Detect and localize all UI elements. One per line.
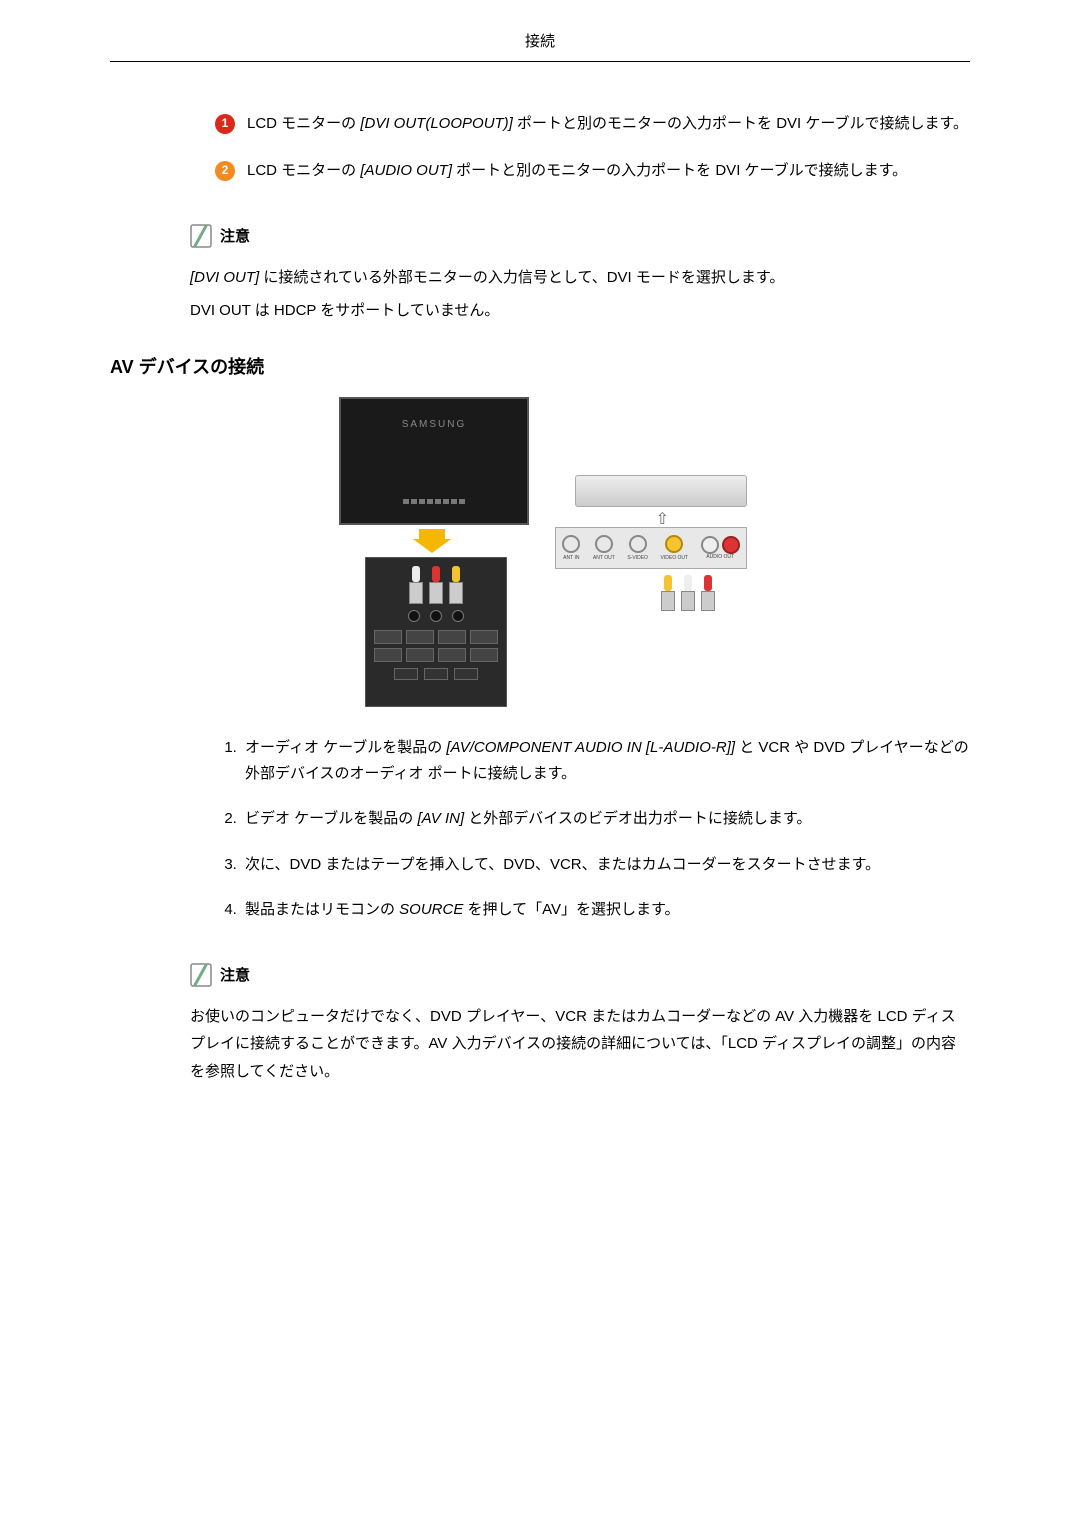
diagram-dvd-player (575, 475, 747, 507)
dvd-arrow-icon: ⇧ (656, 509, 669, 529)
diagram-port-panel: ANT IN ANT OUT S-VIDEO VIDEO OUT AUDIO O… (555, 527, 747, 569)
step-2-italic: [AV IN] (417, 810, 464, 827)
callout-2-italic: [AUDIO OUT] (360, 162, 452, 179)
steps-list: オーディオ ケーブルを製品の [AV/COMPONENT AUDIO IN [L… (215, 735, 970, 923)
step-2: ビデオ ケーブルを製品の [AV IN] と外部デバイスのビデオ出力ポートに接続… (241, 806, 970, 832)
callout-item-2: 2 LCD モニターの [AUDIO OUT] ポートと別のモニターの入力ポート… (215, 159, 970, 184)
step-1-italic: [AV/COMPONENT AUDIO IN [L-AUDIO-R]] (446, 739, 735, 756)
page: 接続 1 LCD モニターの [DVI OUT(LOOPOUT)] ポートと別の… (0, 0, 1080, 1527)
callout-1-italic: [DVI OUT(LOOPOUT)] (360, 115, 513, 132)
note-icon (190, 963, 216, 987)
diagram-monitor-ports (341, 499, 527, 511)
note-1-head: 注意 (190, 224, 970, 248)
arrow-down-icon (409, 529, 455, 553)
port-label-1: ANT OUT (593, 555, 615, 561)
note-2-label: 注意 (220, 964, 250, 985)
port-label-3: VIDEO OUT (661, 555, 689, 561)
diagram-cable-plugs (661, 575, 715, 611)
callout-2-text: LCD モニターの [AUDIO OUT] ポートと別のモニターの入力ポートを … (247, 159, 970, 184)
port-label-4: AUDIO OUT (706, 554, 734, 560)
badge-1-icon: 1 (215, 114, 235, 134)
diagram-monitor-brand: SAMSUNG (341, 419, 527, 430)
note-1: 注意 [DVI OUT] に接続されている外部モニターの入力信号として、DVI … (190, 224, 970, 326)
note-1-para-2: DVI OUT は HDCP をサポートしていません。 (190, 297, 970, 325)
section-av-title: AV デバイスの接続 (110, 353, 970, 379)
diagram-monitor: SAMSUNG (339, 397, 529, 525)
step-3: 次に、DVD またはテープを挿入して、DVD、VCR、またはカムコーダーをスター… (241, 852, 970, 878)
step-4: 製品またはリモコンの SOURCE を押して「AV」を選択します。 (241, 897, 970, 923)
note-1-label: 注意 (220, 225, 250, 246)
badge-2-icon: 2 (215, 161, 235, 181)
step-1: オーディオ ケーブルを製品の [AV/COMPONENT AUDIO IN [L… (241, 735, 970, 786)
page-header: 接続 (110, 30, 970, 62)
callout-list: 1 LCD モニターの [DVI OUT(LOOPOUT)] ポートと別のモニタ… (215, 112, 970, 184)
note-icon (190, 224, 216, 248)
note-2-para-1: お使いのコンピュータだけでなく、DVD プレイヤー、VCR またはカムコーダーな… (190, 1003, 970, 1086)
port-label-2: S-VIDEO (627, 555, 648, 561)
step-4-italic: SOURCE (399, 901, 463, 918)
port-label-0: ANT IN (562, 555, 580, 561)
note-1-para-1: [DVI OUT] に接続されている外部モニターの入力信号として、DVI モード… (190, 264, 970, 292)
callout-1-text: LCD モニターの [DVI OUT(LOOPOUT)] ポートと別のモニターの… (247, 112, 970, 137)
note-2: 注意 お使いのコンピュータだけでなく、DVD プレイヤー、VCR またはカムコー… (190, 963, 970, 1086)
callout-item-1: 1 LCD モニターの [DVI OUT(LOOPOUT)] ポートと別のモニタ… (215, 112, 970, 137)
note-2-head: 注意 (190, 963, 970, 987)
connection-diagram: SAMSUNG ⇧ ANT IN ANT OUT S-VIDEO VIDEO O… (325, 397, 755, 707)
diagram-rear-panel (365, 557, 507, 707)
header-title: 接続 (525, 33, 555, 50)
